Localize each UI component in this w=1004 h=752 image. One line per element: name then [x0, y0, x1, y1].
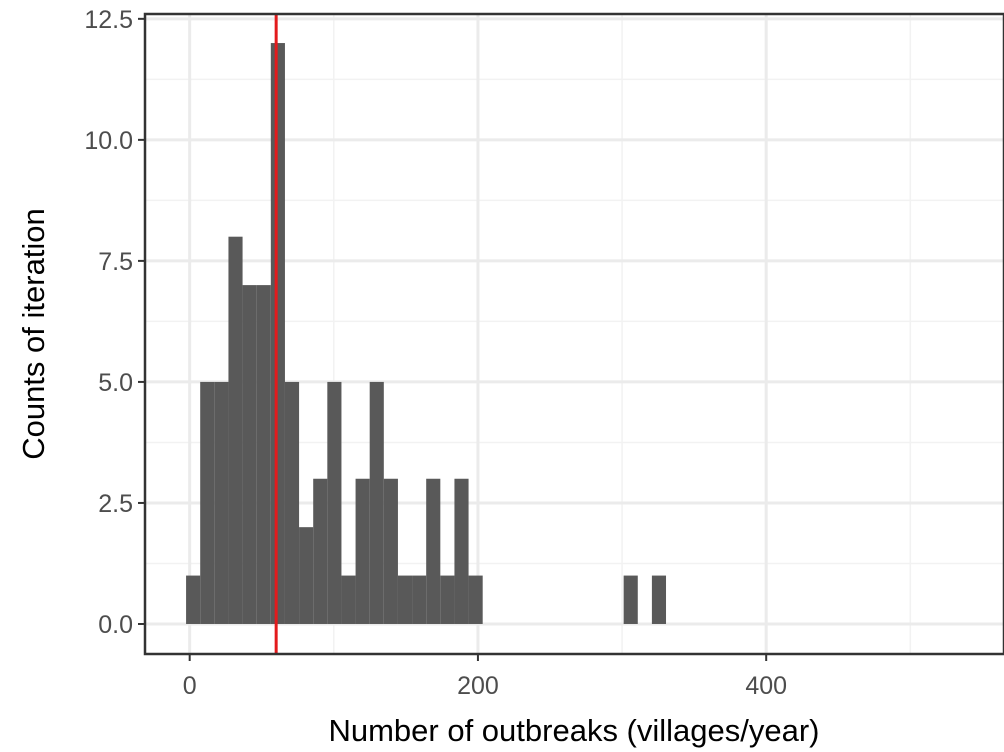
x-tick-label: 0 — [183, 672, 197, 700]
x-tick-label: 200 — [457, 672, 499, 700]
y-tick-label: 10.0 — [84, 127, 133, 155]
histogram-bar — [440, 575, 455, 624]
histogram-bar — [214, 381, 229, 624]
histogram-bar — [341, 575, 356, 624]
y-tick-label: 2.5 — [98, 490, 133, 518]
y-tick-label: 5.0 — [98, 369, 133, 397]
histogram-bars — [186, 43, 667, 624]
major-gridlines — [145, 14, 1004, 654]
histogram-bar — [270, 43, 285, 624]
histogram-bar — [383, 478, 398, 624]
x-axis-title: Number of outbreaks (villages/year) — [328, 713, 819, 748]
histogram-bar — [651, 575, 667, 624]
panel-border — [143, 12, 1004, 656]
histogram-bar — [256, 285, 271, 624]
histogram-bar — [228, 236, 243, 624]
histogram-bar — [397, 575, 413, 624]
y-axis: 0.0 2.5 5.0 7.5 10.0 12.5 — [84, 6, 145, 639]
y-tick-label: 0.0 — [98, 611, 133, 639]
histogram-bar — [468, 575, 483, 624]
histogram-bar — [426, 478, 441, 624]
histogram-bar — [299, 527, 314, 624]
y-tick-label: 12.5 — [84, 6, 133, 34]
histogram-bar — [284, 381, 300, 624]
histogram-bar — [454, 478, 469, 624]
y-axis-title: Counts of iteration — [16, 208, 51, 460]
histogram-bar — [327, 381, 342, 624]
histogram-bar — [412, 575, 427, 624]
histogram-bar — [355, 478, 370, 624]
histogram-bar — [200, 381, 215, 624]
histogram-bar — [186, 575, 201, 624]
y-tick-label: 7.5 — [98, 248, 133, 276]
histogram-bar — [369, 381, 384, 624]
histogram-bar — [313, 478, 328, 624]
x-tick-label: 400 — [745, 672, 787, 700]
histogram-bar — [242, 285, 257, 624]
histogram-bar — [623, 575, 638, 624]
x-axis: 0 200 400 — [183, 654, 787, 700]
